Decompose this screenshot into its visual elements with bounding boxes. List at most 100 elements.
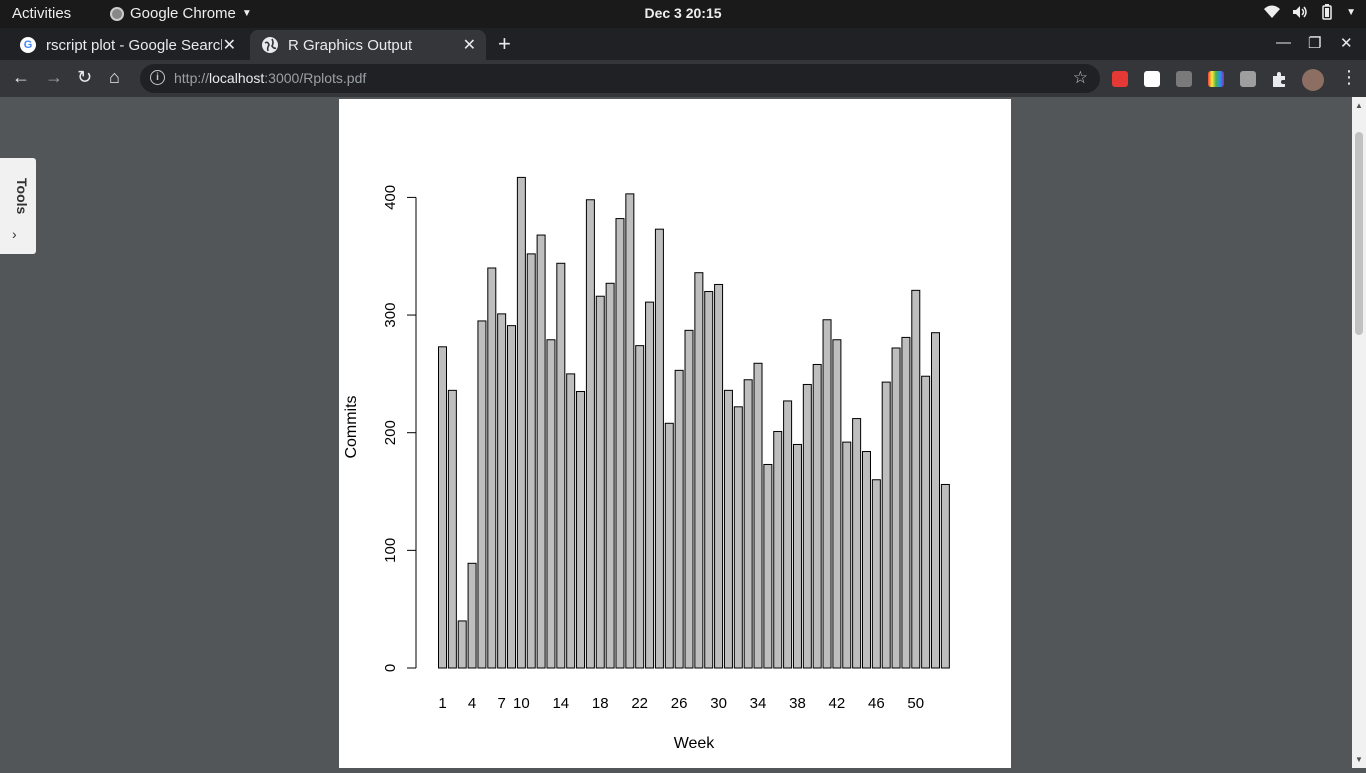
- chart-bar: [516, 176, 526, 669]
- chart-bar: [615, 218, 625, 669]
- x-tick-label: 10: [513, 695, 530, 712]
- x-tick-label: 18: [592, 695, 609, 712]
- chart-bar: [921, 375, 931, 669]
- chart-bar: [605, 282, 615, 669]
- scroll-down-arrow-icon[interactable]: ▼: [1355, 755, 1363, 764]
- restore-icon[interactable]: ❐: [1308, 35, 1322, 52]
- scroll-up-arrow-icon[interactable]: ▲: [1355, 101, 1363, 110]
- app-menu[interactable]: Google Chrome ▼: [110, 5, 252, 22]
- x-tick-label: 46: [868, 695, 885, 712]
- tab-r-graphics-output[interactable]: R Graphics Output ✕: [250, 30, 486, 60]
- url-text[interactable]: http://localhost:3000/Rplots.pdf: [174, 70, 367, 86]
- chart-bar: [447, 389, 457, 669]
- vertical-scrollbar[interactable]: ▲ ▼: [1352, 97, 1366, 768]
- chart-bar: [438, 346, 447, 669]
- info-icon[interactable]: i: [150, 70, 165, 85]
- wifi-icon: [1264, 5, 1281, 18]
- minimize-icon[interactable]: —: [1276, 34, 1291, 51]
- chart-bar: [861, 451, 871, 669]
- tab-title: R Graphics Output: [288, 36, 413, 54]
- chart-bar: [881, 381, 891, 669]
- x-tick-label: 7: [497, 695, 505, 712]
- chart-bar: [822, 319, 832, 669]
- x-tick-label: 14: [552, 695, 569, 712]
- extension-icon[interactable]: [1144, 71, 1160, 87]
- bookmark-star-icon[interactable]: ☆: [1072, 68, 1088, 87]
- back-arrow-icon[interactable]: ←: [12, 67, 30, 87]
- pdf-page: 0 100 200 300 400 1 4 7 10 14 18 22 26 30 34 38 42 46 50 W…: [339, 99, 1011, 768]
- chart-bar: [940, 483, 950, 669]
- more-vertical-icon[interactable]: ⋮: [1340, 67, 1358, 87]
- tools-panel-toggle[interactable]: Tools ›: [0, 158, 36, 254]
- tab-strip: G rscript plot - Google Search ✕ R Graph…: [0, 28, 1366, 60]
- chart-bar: [704, 291, 714, 669]
- chart-bar: [901, 336, 911, 669]
- extension-icon[interactable]: [1208, 71, 1224, 87]
- x-tick-label: 30: [710, 695, 727, 712]
- caret-down-icon: ▼: [241, 8, 252, 19]
- pdf-viewer: 0 100 200 300 400 1 4 7 10 14 18 22 26 30 34 38 42 46 50 W…: [0, 97, 1352, 768]
- new-tab-plus-icon[interactable]: +: [498, 31, 511, 56]
- x-tick-label: 26: [671, 695, 688, 712]
- chrome-app-icon: [110, 6, 124, 21]
- tab-google-search[interactable]: G rscript plot - Google Search ✕: [8, 30, 246, 60]
- chart-bar: [871, 479, 881, 669]
- chart-bar: [556, 262, 566, 669]
- chart-bar: [931, 332, 940, 669]
- y-tick-label: 0: [382, 664, 399, 672]
- system-top-bar: Activities Google Chrome ▼ Dec 3 20:15 ▼: [0, 0, 1366, 28]
- chart-bar: [595, 295, 605, 669]
- puzzle-extensions-icon[interactable]: [1271, 71, 1287, 87]
- scrollbar-thumb[interactable]: [1355, 132, 1363, 335]
- chart-bar: [723, 389, 733, 669]
- chart-bar: [664, 422, 674, 669]
- tab-title: rscript plot - Google Search: [46, 36, 222, 54]
- chart-bar: [536, 234, 546, 669]
- profile-avatar[interactable]: [1302, 69, 1324, 91]
- chart-bar: [753, 362, 763, 669]
- close-tab-icon[interactable]: ✕: [462, 37, 476, 54]
- clock[interactable]: Dec 3 20:15: [644, 5, 722, 21]
- volume-icon: [1293, 6, 1307, 18]
- chart-bar: [852, 418, 862, 669]
- reload-icon[interactable]: ↻: [77, 67, 93, 87]
- extension-icon[interactable]: [1176, 71, 1192, 87]
- chart-bar: [792, 443, 802, 669]
- chart-bar: [783, 400, 793, 669]
- chart-bar: [645, 301, 655, 669]
- y-tick-label: 300: [382, 303, 399, 328]
- close-window-icon[interactable]: ✕: [1340, 35, 1353, 52]
- battery-icon: [1322, 4, 1332, 20]
- chart-bar: [911, 289, 921, 669]
- chart-bar: [654, 228, 664, 669]
- chart-bar: [684, 329, 694, 669]
- activities-button[interactable]: Activities: [12, 5, 72, 22]
- chart-bar: [526, 253, 536, 669]
- close-tab-icon[interactable]: ✕: [222, 37, 236, 54]
- chart-bar: [773, 431, 783, 669]
- chart-bar: [585, 199, 595, 669]
- chart-bar: [842, 441, 852, 669]
- x-tick-label: 34: [750, 695, 767, 712]
- chevron-right-icon: ›: [12, 226, 17, 242]
- home-icon[interactable]: ⌂: [109, 67, 120, 87]
- chart-bar: [891, 347, 901, 669]
- chart-bar: [733, 406, 743, 669]
- y-tick-label: 200: [382, 420, 399, 445]
- chart-bar: [497, 313, 507, 669]
- x-tick-label: 42: [829, 695, 846, 712]
- chart-bar: [635, 345, 645, 669]
- forward-arrow-icon[interactable]: →: [45, 67, 63, 87]
- x-tick-label: 4: [468, 695, 476, 712]
- extension-icon[interactable]: [1112, 71, 1128, 87]
- browser-toolbar: ← → ↻ ⌂ i http://localhost:3000/Rplots.p…: [0, 60, 1366, 97]
- extension-icon[interactable]: [1240, 71, 1256, 87]
- system-tray[interactable]: ▼: [1264, 4, 1356, 20]
- chart-bar: [743, 379, 753, 669]
- chart-bar: [546, 339, 556, 669]
- y-tick-label: 400: [382, 185, 399, 210]
- chart-bar: [576, 391, 586, 669]
- chart-bar: [566, 373, 576, 669]
- chart-bar: [832, 339, 842, 669]
- address-bar[interactable]: i http://localhost:3000/Rplots.pdf ☆: [140, 64, 1100, 93]
